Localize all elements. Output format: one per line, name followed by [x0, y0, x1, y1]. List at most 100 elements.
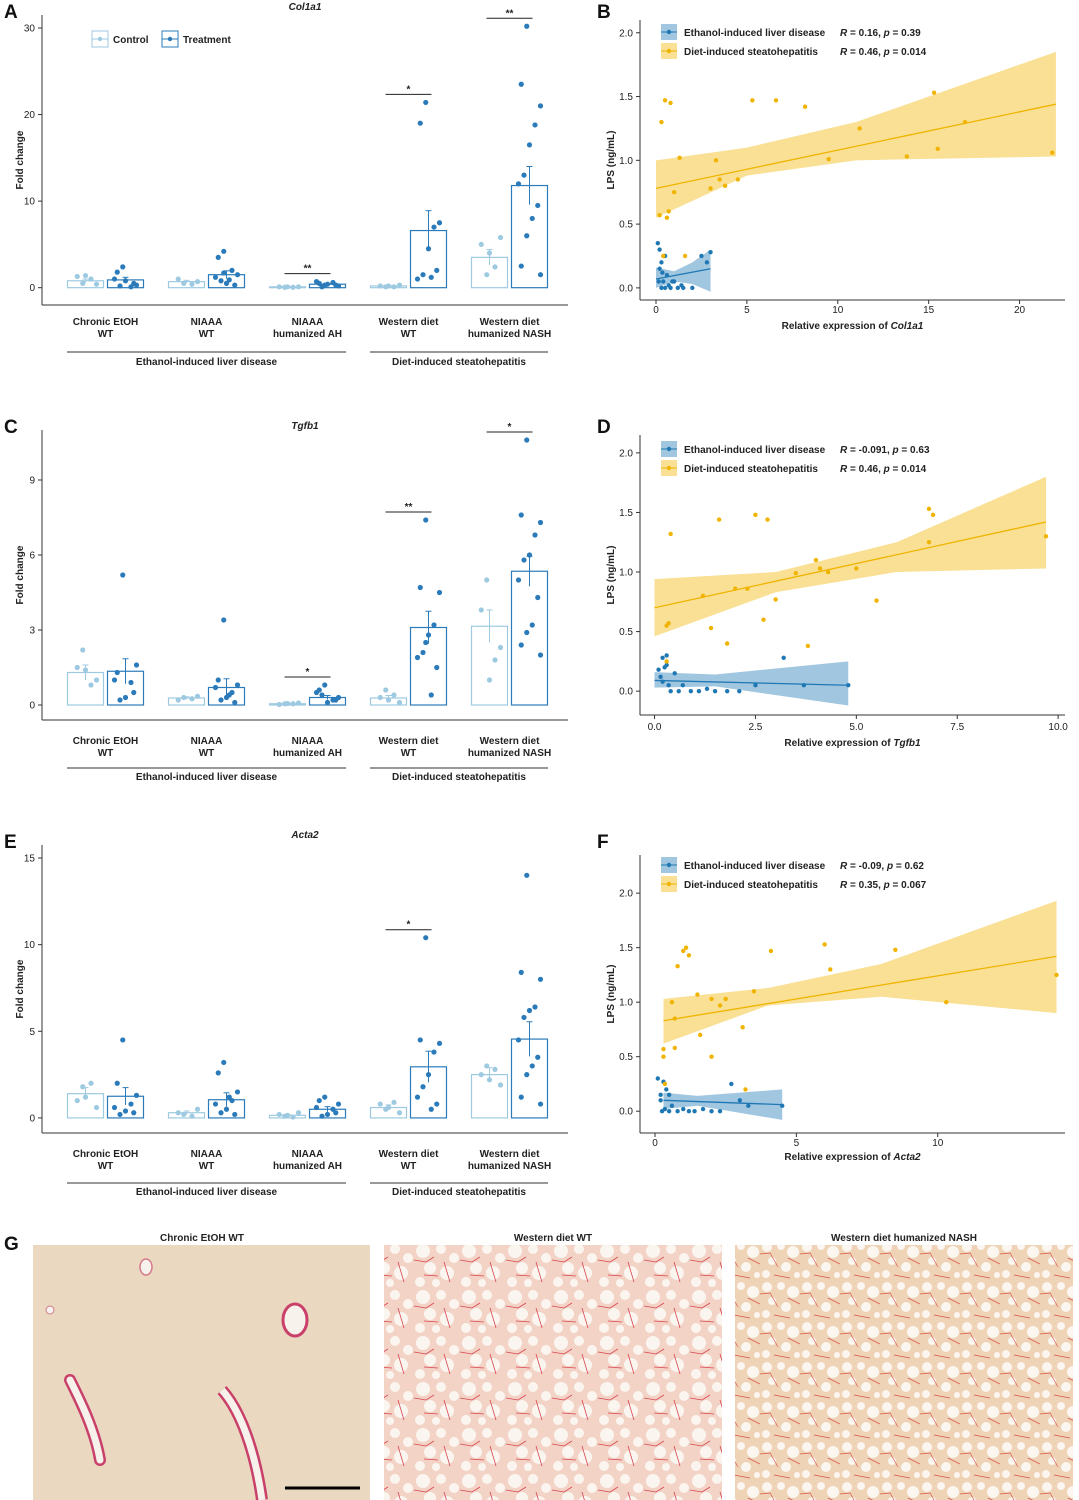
- data-point: [226, 1094, 232, 1100]
- data-point: [729, 1081, 734, 1087]
- data-point: [696, 688, 702, 694]
- data-point: [874, 598, 879, 603]
- data-point: [120, 1037, 126, 1043]
- data-point: [526, 552, 533, 558]
- data-point: [935, 146, 940, 152]
- x-tick-label: NIAAA humanized AH: [273, 317, 342, 340]
- legend-label: Control: [113, 35, 149, 46]
- data-point: [660, 655, 665, 661]
- data-point: [658, 1098, 663, 1103]
- data-point: [74, 1097, 80, 1104]
- label-line: Western diet: [379, 317, 439, 328]
- x-tick-label: 20: [1014, 305, 1026, 316]
- x-tick-label: 5: [794, 1138, 800, 1149]
- data-point: [212, 684, 219, 691]
- data-point: [324, 281, 331, 287]
- data-point: [515, 181, 522, 187]
- bar: [409, 626, 448, 706]
- data-point: [93, 677, 100, 683]
- data-point: [80, 647, 86, 653]
- label-line: NIAAA: [292, 1149, 324, 1160]
- legend-label: Ethanol-induced liver disease: [684, 861, 826, 872]
- data-point: [111, 276, 118, 282]
- legend-key: [666, 465, 672, 471]
- data-point: [780, 1103, 785, 1108]
- legend-key: [666, 48, 672, 54]
- fit-line: [655, 103, 1057, 190]
- data-point: [518, 1094, 524, 1100]
- y-tick-label: 0: [29, 283, 35, 294]
- y-tick-label: 0: [29, 701, 35, 712]
- data-point: [74, 664, 80, 671]
- fit-line: [654, 521, 1047, 609]
- micrograph-title: Western diet WT: [514, 1233, 592, 1244]
- data-point: [670, 279, 675, 284]
- data-point: [723, 996, 728, 1002]
- data-point: [114, 1080, 120, 1086]
- x-tick-label: 10.0: [1048, 722, 1068, 733]
- data-point: [492, 1066, 498, 1073]
- data-point: [740, 1025, 745, 1030]
- data-point: [657, 247, 662, 252]
- data-point: [926, 540, 932, 545]
- x-tick-label: 15: [923, 305, 935, 316]
- data-point: [322, 682, 328, 688]
- data-point: [668, 531, 673, 537]
- legend-key: [666, 862, 672, 868]
- data-point: [333, 1110, 339, 1116]
- legend-key: [97, 36, 103, 42]
- significance-label: **: [405, 502, 413, 513]
- data-point: [82, 667, 89, 673]
- data-point: [753, 512, 758, 518]
- label-line: Western diet: [379, 1149, 439, 1160]
- data-point: [532, 1004, 538, 1010]
- data-point: [181, 1111, 187, 1118]
- data-point: [316, 1097, 322, 1104]
- data-point: [773, 597, 778, 602]
- data-point: [686, 1108, 692, 1114]
- data-point: [425, 1072, 432, 1078]
- fit-line: [655, 268, 711, 280]
- label-line: WT: [199, 748, 215, 759]
- data-point: [319, 1113, 325, 1119]
- data-point: [664, 272, 670, 278]
- data-point: [686, 953, 692, 958]
- data-point: [518, 969, 524, 975]
- data-point: [773, 98, 779, 103]
- legend-label: Treatment: [183, 35, 231, 46]
- data-point: [657, 266, 662, 271]
- data-point: [128, 679, 134, 686]
- data-point: [114, 269, 120, 275]
- data-point: [677, 155, 682, 160]
- data-point: [396, 699, 403, 706]
- data-point: [662, 1081, 668, 1087]
- data-point: [417, 584, 423, 591]
- data-point: [486, 677, 493, 683]
- data-point: [666, 683, 671, 688]
- data-point: [423, 99, 429, 106]
- data-point: [753, 683, 758, 688]
- significance-label: **: [304, 264, 312, 275]
- x-axis-label: Relative expression of Acta2: [784, 1152, 921, 1163]
- data-point: [290, 284, 296, 290]
- data-point: [521, 172, 527, 178]
- x-tick-label: 5: [744, 305, 750, 316]
- data-point: [524, 437, 530, 443]
- data-point: [313, 279, 320, 285]
- data-point: [478, 607, 484, 613]
- legend-stats: R = 0.16, p = 0.39: [840, 28, 921, 39]
- group-label: Ethanol-induced liver disease: [136, 772, 278, 783]
- label-line: WT: [98, 748, 114, 759]
- data-point: [537, 976, 544, 982]
- label-line: Western diet: [379, 736, 439, 747]
- data-point: [484, 272, 490, 278]
- data-point: [131, 689, 137, 696]
- data-point: [698, 1032, 703, 1038]
- data-point: [88, 682, 94, 688]
- x-tick-label: Western diet humanized NASH: [468, 1149, 551, 1172]
- data-point: [324, 699, 331, 706]
- data-point: [681, 1106, 686, 1112]
- y-tick-label: 1.0: [619, 998, 633, 1009]
- x-tick-label: Western diet WT: [379, 1149, 439, 1172]
